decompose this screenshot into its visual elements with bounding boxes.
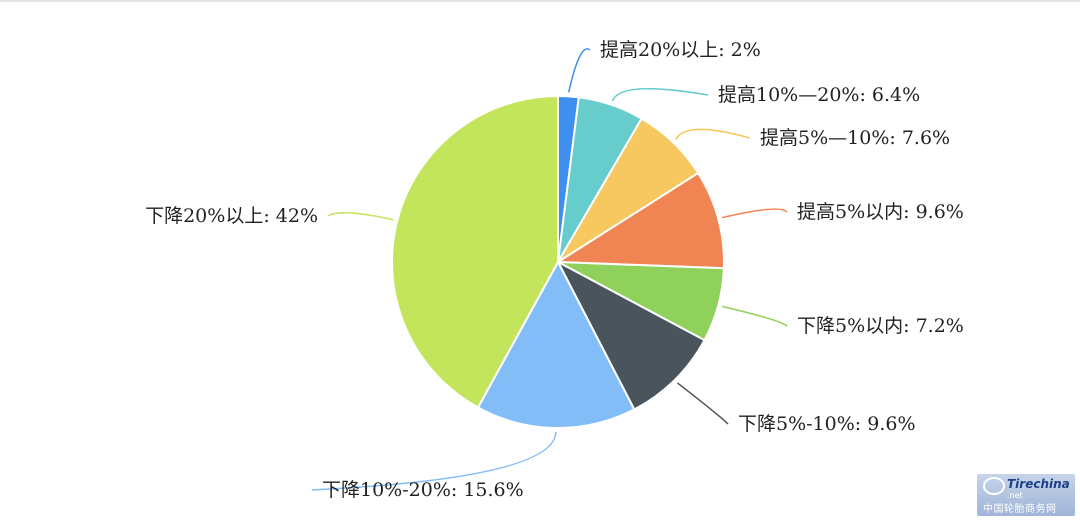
pie-slices (391, 94, 725, 429)
leader-line (675, 128, 751, 140)
slice-label: 提高20%以上: 2% (600, 39, 761, 61)
pie-slice (555, 259, 706, 411)
pie-slice (554, 171, 725, 270)
watermark-cn-name: 中国轮胎商务网 (983, 504, 1057, 515)
slice-label: 提高5%以内: 9.6% (797, 201, 964, 223)
slice-label: 下降20%以上: 42% (145, 205, 318, 227)
leader-line (567, 48, 591, 93)
globe-icon (983, 477, 1005, 495)
pie-slice (476, 259, 636, 429)
watermark-logo: Tirechina .net 中国轮胎商务网 (977, 474, 1075, 516)
leader-line (327, 212, 394, 221)
leader-line (311, 431, 557, 491)
top-divider (0, 0, 1080, 2)
leader-lines (311, 48, 788, 491)
slice-label: 下降10%-20%: 15.6% (322, 479, 524, 501)
watermark-brand: Tirechina (1007, 477, 1070, 491)
watermark-domain: .net (1007, 491, 1023, 500)
slice-label: 提高5%—10%: 7.6% (760, 127, 950, 149)
leader-line (676, 382, 729, 425)
slice-label: 下降5%-10%: 9.6% (738, 413, 916, 435)
slice-labels: 提高20%以上: 2% 提高10%—20%: 6.4% 提高5%—10%: 7.6%… (145, 39, 964, 501)
pie-slice (391, 94, 559, 409)
slice-label: 下降5%以内: 7.2% (797, 315, 964, 337)
slice-label: 提高10%—20%: 6.4% (718, 84, 920, 106)
leader-line (721, 305, 788, 327)
leader-line (611, 88, 709, 102)
leader-line (721, 208, 788, 219)
